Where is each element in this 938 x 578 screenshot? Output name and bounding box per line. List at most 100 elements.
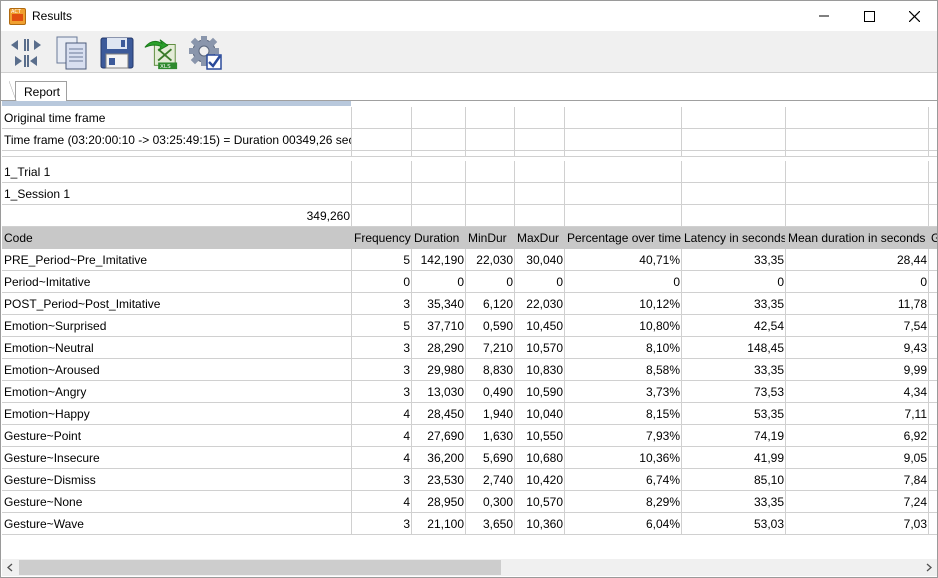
- cell-frequency: 3: [352, 513, 412, 535]
- cell-frequency: 5: [352, 249, 412, 271]
- column-header-mean-duration[interactable]: Mean duration in seconds: [786, 227, 929, 249]
- copy-icon: [56, 36, 87, 70]
- cell-percentage: 3,73%: [565, 381, 682, 403]
- table-row[interactable]: Gesture~Point 4 27,690 1,630 10,550 7,93% 74,1…: [2, 425, 937, 447]
- scroll-left-button[interactable]: [2, 559, 18, 576]
- maximize-icon: [863, 10, 875, 22]
- cell-mean-duration: 7,54: [786, 315, 929, 337]
- close-icon: [908, 10, 920, 22]
- table-row[interactable]: Emotion~Happy 4 28,450 1,940 10,040 8,15% 53,3…: [2, 403, 937, 425]
- column-header-duration[interactable]: Duration: [412, 227, 466, 249]
- cell-maxdur: 10,570: [515, 337, 565, 359]
- horizontal-scrollbar[interactable]: [2, 559, 937, 576]
- cell-maxdur: 10,420: [515, 469, 565, 491]
- column-header-truncated[interactable]: G: [929, 227, 937, 249]
- cell-code: Emotion~Angry: [2, 381, 352, 403]
- cell-truncated: [929, 359, 937, 381]
- info-cell: 1_Trial 1: [2, 161, 352, 183]
- cell-mindur: 1,630: [466, 425, 515, 447]
- cell-mean-duration: 7,84: [786, 469, 929, 491]
- cell-latency: 74,19: [682, 425, 786, 447]
- cell-duration: 13,030: [412, 381, 466, 403]
- column-header-maxdur[interactable]: MaxDur: [515, 227, 565, 249]
- table-row[interactable]: Period~Imitative 0 0 0 0 0 0 0: [2, 271, 937, 293]
- info-cell: Original time frame: [2, 107, 352, 129]
- cell-frequency: 4: [352, 425, 412, 447]
- column-header-code[interactable]: Code: [2, 227, 352, 249]
- cell-mean-duration: 11,78: [786, 293, 929, 315]
- cell-duration: 28,290: [412, 337, 466, 359]
- table-row[interactable]: Emotion~Angry 3 13,030 0,490 10,590 3,73% 73,5…: [2, 381, 937, 403]
- cell-maxdur: 10,570: [515, 491, 565, 513]
- svg-text:XLS: XLS: [160, 64, 171, 70]
- column-header-latency[interactable]: Latency in seconds: [682, 227, 786, 249]
- info-cell: Time frame (03:20:00:10 -> 03:25:49:15) …: [2, 129, 352, 151]
- cell-frequency: 4: [352, 491, 412, 513]
- cell-percentage: 8,29%: [565, 491, 682, 513]
- column-header-percentage[interactable]: Percentage over time: [565, 227, 682, 249]
- total-duration-value: 349,260: [2, 205, 352, 227]
- cell-code: Gesture~None: [2, 491, 352, 513]
- info-row: 1_Session 1: [2, 183, 937, 205]
- gear-check-icon: [189, 36, 222, 70]
- info-row: 1_Trial 1: [2, 161, 937, 183]
- cell-mindur: 2,740: [466, 469, 515, 491]
- cell-code: Gesture~Point: [2, 425, 352, 447]
- cell-mindur: 6,120: [466, 293, 515, 315]
- cell-percentage: 10,12%: [565, 293, 682, 315]
- cell-truncated: [929, 447, 937, 469]
- cell-code: Gesture~Dismiss: [2, 469, 352, 491]
- table-row[interactable]: Emotion~Surprised 5 37,710 0,590 10,450 10,80…: [2, 315, 937, 337]
- cell-duration: 28,950: [412, 491, 466, 513]
- copy-button[interactable]: [54, 35, 90, 71]
- cell-frequency: 5: [352, 315, 412, 337]
- cell-percentage: 8,15%: [565, 403, 682, 425]
- table-row[interactable]: Gesture~Dismiss 3 23,530 2,740 10,420 6,74% 85…: [2, 469, 937, 491]
- cell-mindur: 0,490: [466, 381, 515, 403]
- maximize-button[interactable]: [846, 1, 892, 31]
- column-header-mindur[interactable]: MinDur: [466, 227, 515, 249]
- export-xls-button[interactable]: XLS: [143, 35, 179, 71]
- window-title: Results: [32, 9, 73, 23]
- scroll-thumb[interactable]: [19, 560, 501, 575]
- cell-mean-duration: 9,43: [786, 337, 929, 359]
- cell-frequency: 3: [352, 381, 412, 403]
- cell-latency: 33,35: [682, 293, 786, 315]
- cell-code: Period~Imitative: [2, 271, 352, 293]
- cell-maxdur: 10,360: [515, 513, 565, 535]
- save-button[interactable]: [99, 35, 135, 71]
- cell-frequency: 3: [352, 337, 412, 359]
- cell-code: PRE_Period~Pre_Imitative: [2, 249, 352, 271]
- table-row[interactable]: PRE_Period~Pre_Imitative 5 142,190 22,030 30…: [2, 249, 937, 271]
- cell-latency: 73,53: [682, 381, 786, 403]
- report-grid[interactable]: Original time frame Time frame (03:20:00…: [2, 101, 937, 541]
- table-row[interactable]: Gesture~Wave 3 21,100 3,650 10,360 6,04% 53,03…: [2, 513, 937, 535]
- minimize-button[interactable]: [801, 1, 847, 31]
- cell-percentage: 6,74%: [565, 469, 682, 491]
- arrows-icon: [11, 39, 41, 67]
- table-row[interactable]: POST_Period~Post_Imitative 3 35,340 6,120 22…: [2, 293, 937, 315]
- cell-mindur: 8,830: [466, 359, 515, 381]
- expand-collapse-button[interactable]: [8, 35, 44, 71]
- cell-mindur: 0,590: [466, 315, 515, 337]
- close-button[interactable]: [891, 1, 937, 31]
- cell-mean-duration: 28,44: [786, 249, 929, 271]
- cell-duration: 27,690: [412, 425, 466, 447]
- table-row[interactable]: Emotion~Neutral 3 28,290 7,210 10,570 8,10% 14…: [2, 337, 937, 359]
- cell-latency: 33,35: [682, 249, 786, 271]
- column-header-frequency[interactable]: Frequency: [352, 227, 412, 249]
- cell-duration: 142,190: [412, 249, 466, 271]
- table-row[interactable]: Gesture~None 4 28,950 0,300 10,570 8,29% 33,35…: [2, 491, 937, 513]
- title-bar[interactable]: ACT Results: [1, 1, 937, 31]
- cell-latency: 33,35: [682, 359, 786, 381]
- tab-strip: Report: [1, 73, 937, 103]
- tab-report[interactable]: Report: [9, 81, 67, 103]
- table-row[interactable]: Emotion~Aroused 3 29,980 8,830 10,830 8,58% 33…: [2, 359, 937, 381]
- cell-latency: 33,35: [682, 491, 786, 513]
- scroll-right-button[interactable]: [921, 559, 937, 576]
- cell-duration: 36,200: [412, 447, 466, 469]
- settings-button[interactable]: [188, 35, 224, 71]
- table-row[interactable]: Gesture~Insecure 4 36,200 5,690 10,680 10,36%…: [2, 447, 937, 469]
- cell-code: Gesture~Wave: [2, 513, 352, 535]
- cell-truncated: [929, 315, 937, 337]
